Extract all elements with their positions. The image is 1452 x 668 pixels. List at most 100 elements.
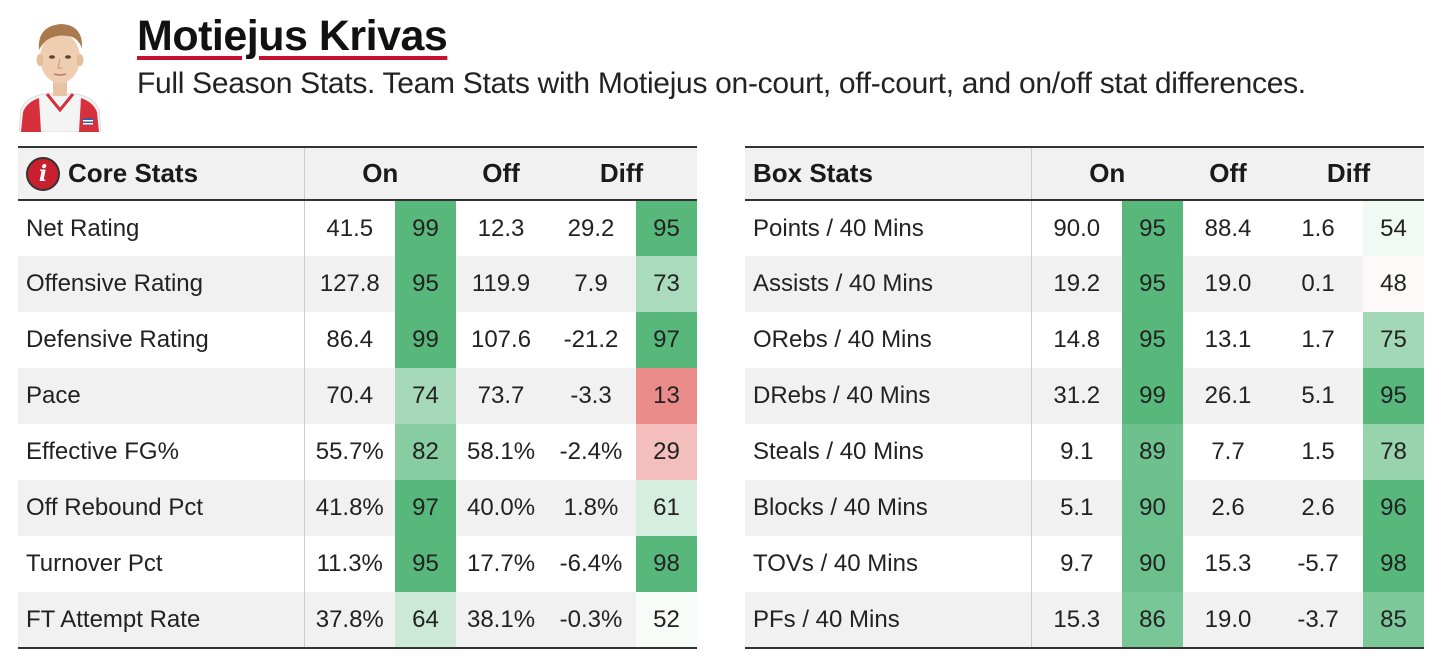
box-off-value: 7.7	[1211, 438, 1245, 465]
box-diff-percentile: 98	[1363, 536, 1425, 592]
box-row: TOVs / 40 Mins 9.7 90 15.3 -5.7 98	[745, 536, 1425, 592]
core-off-value: 107.6	[470, 326, 532, 353]
box-stat-label: PFs / 40 Mins	[745, 592, 1032, 648]
box-row: Assists / 40 Mins 19.2 95 19.0 0.1 48	[745, 256, 1425, 312]
core-diff-percentile: 13	[636, 368, 698, 424]
core-diff-value: -21.2	[563, 326, 619, 353]
box-diff-value: 2.6	[1301, 494, 1335, 521]
page-subtitle: Full Season Stats. Team Stats with Motie…	[137, 67, 1306, 100]
player-name: Motiejus Krivas	[137, 12, 448, 60]
box-diff-value: -5.7	[1297, 550, 1339, 577]
box-diff-value: 5.1	[1301, 382, 1335, 409]
box-stats-table: Box Stats On Off Diff Points / 40 Mins 90…	[745, 146, 1425, 649]
core-on-percentile: 95	[395, 536, 457, 592]
box-diff-value: 1.5	[1301, 438, 1335, 465]
box-diff-value: -3.7	[1297, 605, 1339, 633]
box-stat-label: Steals / 40 Mins	[745, 424, 1032, 480]
box-on-value: 19.2	[1053, 270, 1101, 297]
core-diff-value: -2.4%	[559, 438, 623, 465]
box-on-percentile: 95	[1122, 200, 1184, 256]
core-stat-label: Offensive Rating	[18, 256, 305, 312]
core-diff-percentile: 52	[636, 592, 698, 648]
box-stat-label: Blocks / 40 Mins	[745, 480, 1032, 536]
core-on-value: 11.3%	[316, 550, 383, 577]
box-row: Blocks / 40 Mins 5.1 90 2.6 2.6 96	[745, 480, 1425, 536]
core-stat-label: Pace	[18, 368, 305, 424]
box-row: Points / 40 Mins 90.0 95 88.4 1.6 54	[745, 200, 1425, 256]
box-col-diff: Diff	[1273, 146, 1425, 201]
box-off-value: 88.4	[1204, 214, 1252, 242]
box-stat-label: DRebs / 40 Mins	[745, 368, 1032, 424]
core-on-value: 86.4	[326, 326, 374, 353]
box-stats-title: Box Stats	[745, 146, 1032, 201]
box-stat-label: TOVs / 40 Mins	[745, 536, 1032, 592]
box-on-percentile: 95	[1122, 256, 1184, 312]
box-off-value: 15.3	[1204, 550, 1252, 577]
core-row: Net Rating 41.5 99 12.3 29.2 95	[18, 200, 698, 256]
core-stat-label: Defensive Rating	[18, 312, 305, 368]
info-icon[interactable]: i	[26, 156, 60, 191]
core-on-value: 41.5	[326, 214, 374, 242]
core-row: Defensive Rating 86.4 99 107.6 -21.2 97	[18, 312, 698, 368]
core-stat-label: Net Rating	[18, 200, 305, 256]
box-row: PFs / 40 Mins 15.3 86 19.0 -3.7 85	[745, 592, 1425, 648]
core-off-value: 40.0%	[466, 494, 536, 521]
core-on-percentile: 97	[395, 480, 457, 536]
box-row: ORebs / 40 Mins 14.8 95 13.1 1.7 75	[745, 312, 1425, 368]
core-row: Effective FG% 55.7% 82 58.1% -2.4% 29	[18, 424, 698, 480]
core-stat-label: Off Rebound Pct	[18, 480, 305, 536]
box-row: DRebs / 40 Mins 31.2 99 26.1 5.1 95	[745, 368, 1425, 424]
core-off-value: 73.7	[477, 382, 525, 409]
box-on-value: 90.0	[1053, 214, 1101, 242]
core-diff-percentile: 98	[636, 536, 698, 592]
core-off-value: 12.3	[477, 214, 525, 242]
box-diff-percentile: 95	[1363, 368, 1425, 424]
core-diff-percentile: 61	[636, 480, 698, 536]
box-off-value: 26.1	[1204, 382, 1252, 409]
box-diff-value: 1.7	[1301, 326, 1335, 353]
box-diff-percentile: 75	[1363, 312, 1425, 368]
core-diff-value: 1.8%	[563, 494, 619, 521]
core-col-diff: Diff	[546, 146, 698, 201]
box-on-value: 9.1	[1060, 438, 1094, 465]
core-on-percentile: 74	[395, 368, 457, 424]
box-on-percentile: 90	[1122, 536, 1184, 592]
core-on-percentile: 82	[395, 424, 457, 480]
box-diff-percentile: 54	[1363, 200, 1425, 256]
core-on-percentile: 99	[395, 200, 457, 256]
box-diff-percentile: 78	[1363, 424, 1425, 480]
box-diff-value: 1.6	[1301, 214, 1335, 242]
box-on-value: 9.7	[1060, 550, 1094, 577]
core-row: Turnover Pct 11.3% 95 17.7% -6.4% 98	[18, 536, 698, 592]
core-on-percentile: 99	[395, 312, 457, 368]
core-stat-label: Turnover Pct	[18, 536, 305, 592]
core-on-percentile: 64	[395, 592, 457, 648]
core-on-value: 70.4	[326, 382, 374, 409]
box-diff-percentile: 48	[1363, 256, 1425, 312]
core-diff-value: -0.3%	[559, 605, 623, 633]
box-on-value: 14.8	[1053, 326, 1101, 353]
core-diff-value: -6.4%	[559, 550, 623, 577]
box-diff-percentile: 85	[1363, 592, 1425, 648]
box-on-percentile: 95	[1122, 312, 1184, 368]
core-off-value: 38.1%	[466, 605, 536, 633]
core-stats-table: i Core Stats On Off Diff Net Rating 41.5 9…	[18, 146, 698, 649]
box-row: Steals / 40 Mins 9.1 89 7.7 1.5 78	[745, 424, 1425, 480]
box-stat-label: ORebs / 40 Mins	[745, 312, 1032, 368]
player-headshot	[17, 14, 103, 132]
box-off-value: 19.0	[1204, 605, 1252, 633]
core-diff-percentile: 73	[636, 256, 698, 312]
core-stats-title: Core Stats	[68, 158, 199, 188]
box-col-on: On	[1031, 146, 1184, 201]
box-stats-header-row: Box Stats On Off Diff	[745, 146, 1425, 201]
core-off-value: 58.1%	[466, 438, 536, 465]
box-stat-label: Assists / 40 Mins	[745, 256, 1032, 312]
box-on-percentile: 99	[1122, 368, 1184, 424]
core-stats-title-cell: i Core Stats	[18, 146, 305, 201]
box-off-value: 19.0	[1204, 270, 1252, 297]
core-stats-header-row: i Core Stats On Off Diff	[18, 146, 698, 201]
core-on-percentile: 95	[395, 256, 457, 312]
core-stat-label: FT Attempt Rate	[18, 592, 305, 648]
box-stat-label: Points / 40 Mins	[745, 200, 1032, 256]
core-row: Pace 70.4 74 73.7 -3.3 13	[18, 368, 698, 424]
